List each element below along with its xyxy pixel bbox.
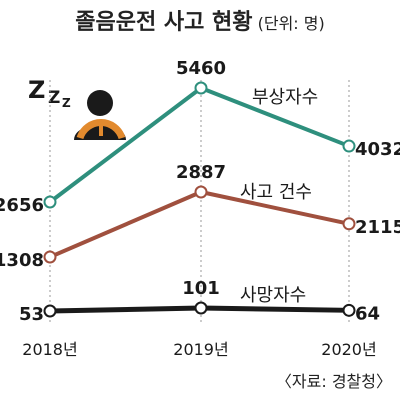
value-label-injured-1: 5460 xyxy=(176,58,226,79)
point-accidents-0 xyxy=(43,250,57,264)
series-name-injured: 부상자수 xyxy=(252,87,318,108)
point-accidents-2 xyxy=(342,217,356,231)
value-label-deaths-0: 53 xyxy=(19,304,44,325)
sleep-zzz-icon: Z Z Z xyxy=(28,76,71,110)
value-label-accidents-0: 1308 xyxy=(0,250,44,271)
x-tick-label-2: 2020년 xyxy=(321,340,376,359)
point-accidents-1 xyxy=(194,185,208,199)
value-label-accidents-2: 2115 xyxy=(355,217,400,238)
point-injured-0 xyxy=(43,195,57,209)
series-name-deaths: 사망자수 xyxy=(240,285,306,306)
unit-label: (단위: 명) xyxy=(257,14,325,33)
value-label-deaths-1: 101 xyxy=(182,278,220,299)
title-text: 졸음운전 사고 현황 xyxy=(75,10,253,35)
point-deaths-2 xyxy=(342,303,356,317)
value-label-injured-0: 2656 xyxy=(0,195,44,216)
point-deaths-1 xyxy=(194,301,208,315)
x-tick-label-1: 2019년 xyxy=(173,340,228,359)
series-name-accidents: 사고 건수 xyxy=(240,182,312,203)
value-label-accidents-1: 2887 xyxy=(176,162,226,183)
point-injured-1 xyxy=(194,81,208,95)
x-tick-label-0: 2018년 xyxy=(22,340,77,359)
point-injured-2 xyxy=(342,139,356,153)
source-note: 〈자료: 경찰청〉 xyxy=(275,372,392,391)
sleeping-driver-icon xyxy=(74,90,126,140)
value-label-injured-2: 4032 xyxy=(355,139,400,160)
svg-text:Z: Z xyxy=(48,88,60,108)
point-deaths-0 xyxy=(43,304,57,318)
svg-text:Z: Z xyxy=(28,76,45,104)
svg-text:Z: Z xyxy=(62,96,71,110)
chart-title: 졸음운전 사고 현황 (단위: 명) xyxy=(0,4,400,36)
value-label-deaths-2: 64 xyxy=(355,303,380,324)
